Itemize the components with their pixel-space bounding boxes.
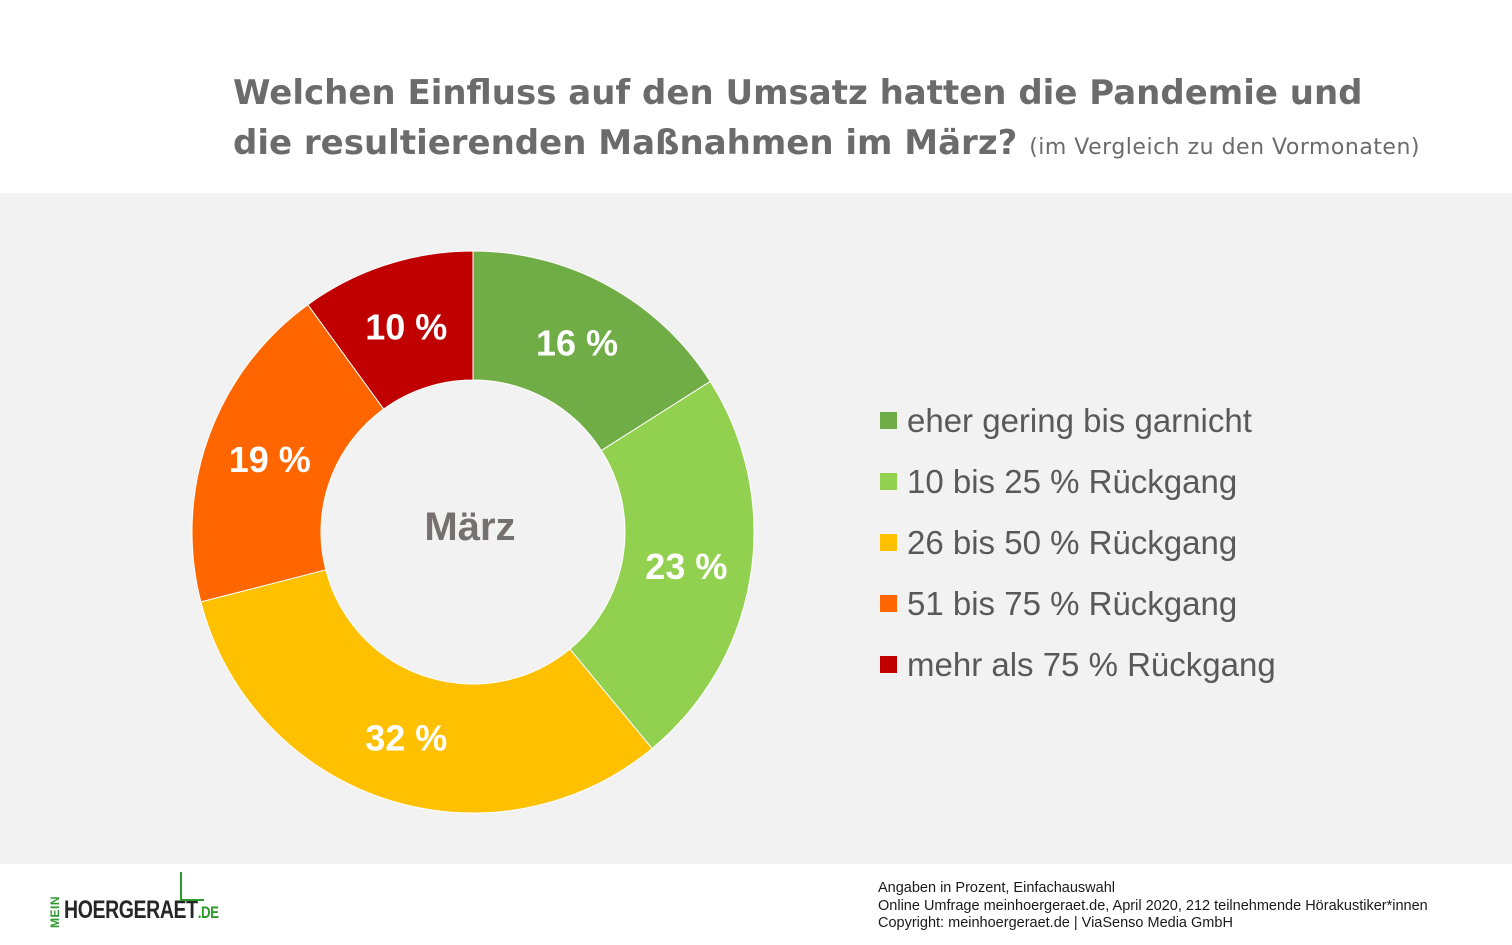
logo-name: HOERGERAET (64, 896, 198, 924)
donut-slice-5 (307, 250, 474, 410)
title-line-2-text: die resultierenden Maßnahmen im März? (233, 123, 1018, 163)
slice-data-label-1: 16 % (536, 323, 618, 364)
legend-swatch-2 (880, 473, 897, 490)
logo-corner-vertical (180, 872, 182, 900)
legend-item-4: 51 bis 75 % Rückgang (880, 573, 1276, 634)
legend-label-5: mehr als 75 % Rückgang (907, 645, 1276, 683)
legend-item-1: eher gering bis garnicht (880, 390, 1276, 451)
legend-item-3: 26 bis 50 % Rückgang (880, 512, 1276, 573)
title-subtitle: (im Vergleich zu den Vormonaten) (1029, 135, 1420, 160)
footer-line-2: Online Umfrage meinhoergeraet.de, April … (878, 897, 1428, 914)
footer-notes: Angaben in Prozent, Einfachauswahl Onlin… (878, 880, 1428, 933)
title-line-1: Welchen Einfluss auf den Umsatz hatten d… (233, 73, 1363, 113)
donut-chart: 16 % 23 % 32 % 19 % 10 % März (191, 250, 755, 814)
footer-line-1: Angaben in Prozent, Einfachauswahl (878, 880, 1115, 896)
slice-data-label-2: 23 % (645, 546, 727, 587)
donut-slice-2 (569, 380, 755, 750)
legend-label-4: 51 bis 75 % Rückgang (907, 584, 1238, 622)
logo-wordmark: HOERGERAET.DE (64, 896, 219, 925)
legend-swatch-5 (880, 656, 897, 673)
legend-item-5: mehr als 75 % Rückgang (880, 634, 1276, 695)
legend-swatch-3 (880, 534, 897, 551)
slice-data-label-5: 10 % (365, 307, 447, 348)
logo-suffix: .DE (197, 903, 219, 922)
legend-swatch-1 (880, 412, 897, 429)
footer-line-3: Copyright: meinhoergeraet.de | ViaSenso … (878, 915, 1233, 931)
donut-slice-3 (200, 569, 653, 814)
title-line-2: die resultierenden Maßnahmen im März? (i… (233, 118, 1473, 173)
slice-data-label-3: 32 % (365, 717, 447, 758)
legend-item-2: 10 bis 25 % Rückgang (880, 451, 1276, 512)
donut-slice-4 (191, 303, 385, 603)
legend-label-3: 26 bis 50 % Rückgang (907, 523, 1238, 561)
legend-label-2: 10 bis 25 % Rückgang (907, 462, 1238, 500)
logo-corner-horizontal (180, 899, 204, 901)
slice-data-label-4: 19 % (229, 439, 311, 480)
logo-prefix: MEIN (48, 896, 62, 928)
brand-logo: MEIN HOERGERAET.DE (44, 870, 219, 930)
chart-legend: eher gering bis garnicht 10 bis 25 % Rück… (880, 390, 1276, 695)
chart-title: Welchen Einfluss auf den Umsatz hatten d… (233, 68, 1473, 173)
donut-center-label: März (424, 505, 515, 549)
legend-swatch-4 (880, 595, 897, 612)
donut-slice-1 (472, 250, 711, 452)
legend-label-1: eher gering bis garnicht (907, 401, 1252, 439)
